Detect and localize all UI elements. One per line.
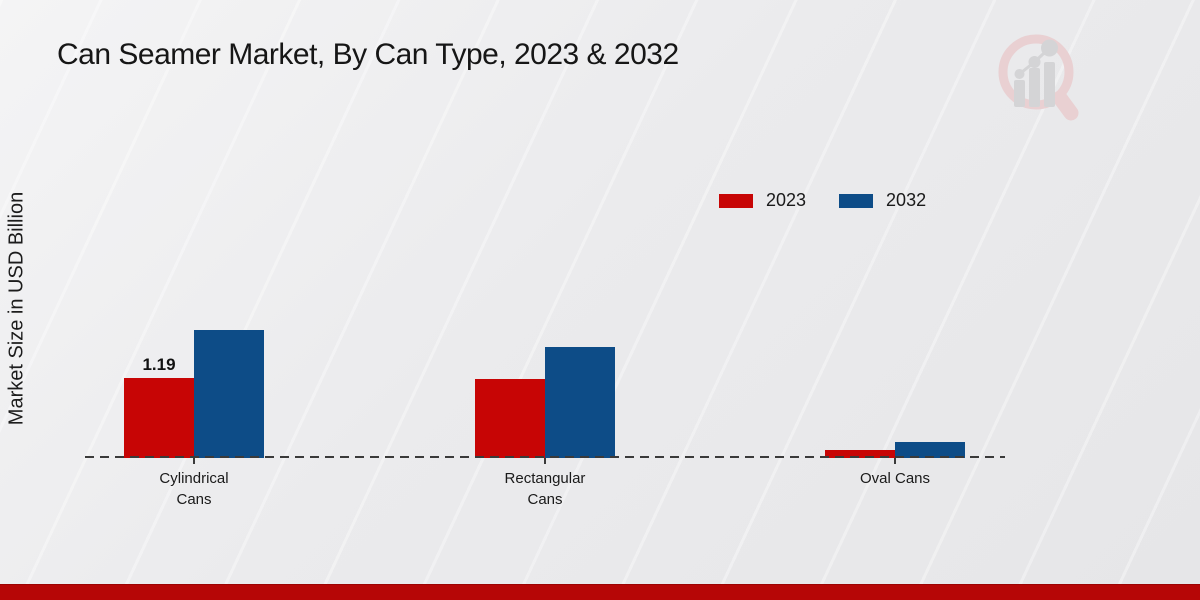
magnifier-bar-chart-logo-icon [998,34,1079,121]
bar-2023-cylindrical-cans [124,378,194,458]
category-label-oval-cans: Oval Cans [859,470,931,487]
bar-value-label-2023-cylindrical-cans: 1.19 [142,355,176,374]
x-axis-dashed-baseline [85,456,1005,458]
bar-2023-rectangular-cans [475,379,545,458]
bar-2032-cylindrical-cans [194,330,264,458]
legend-swatch-2023 [719,193,753,208]
legend-item-2032: 2032 [839,190,926,211]
category-label-cylindrical-cans: Cylindrical Cans [159,470,229,508]
legend-swatch-2032 [839,193,874,208]
legend-label-2023: 2023 [766,190,807,210]
legend-item-2023: 2023 [719,190,806,211]
category-label-rectangular-cans: Rectangular Cans [504,470,586,508]
bar-2032-rectangular-cans [545,347,615,458]
bottom-stripe [0,584,1200,600]
bar-2032-oval-cans [895,442,965,458]
x-axis-tick [894,458,896,464]
x-axis-tick [544,458,546,464]
legend-label-2032: 2032 [886,190,927,210]
bar-2023-oval-cans [825,450,895,458]
chart-title: Can Seamer Market, By Can Type, 2023 & 2… [57,38,679,71]
legend: 2023 2032 [719,190,926,211]
x-axis-tick [193,458,195,464]
